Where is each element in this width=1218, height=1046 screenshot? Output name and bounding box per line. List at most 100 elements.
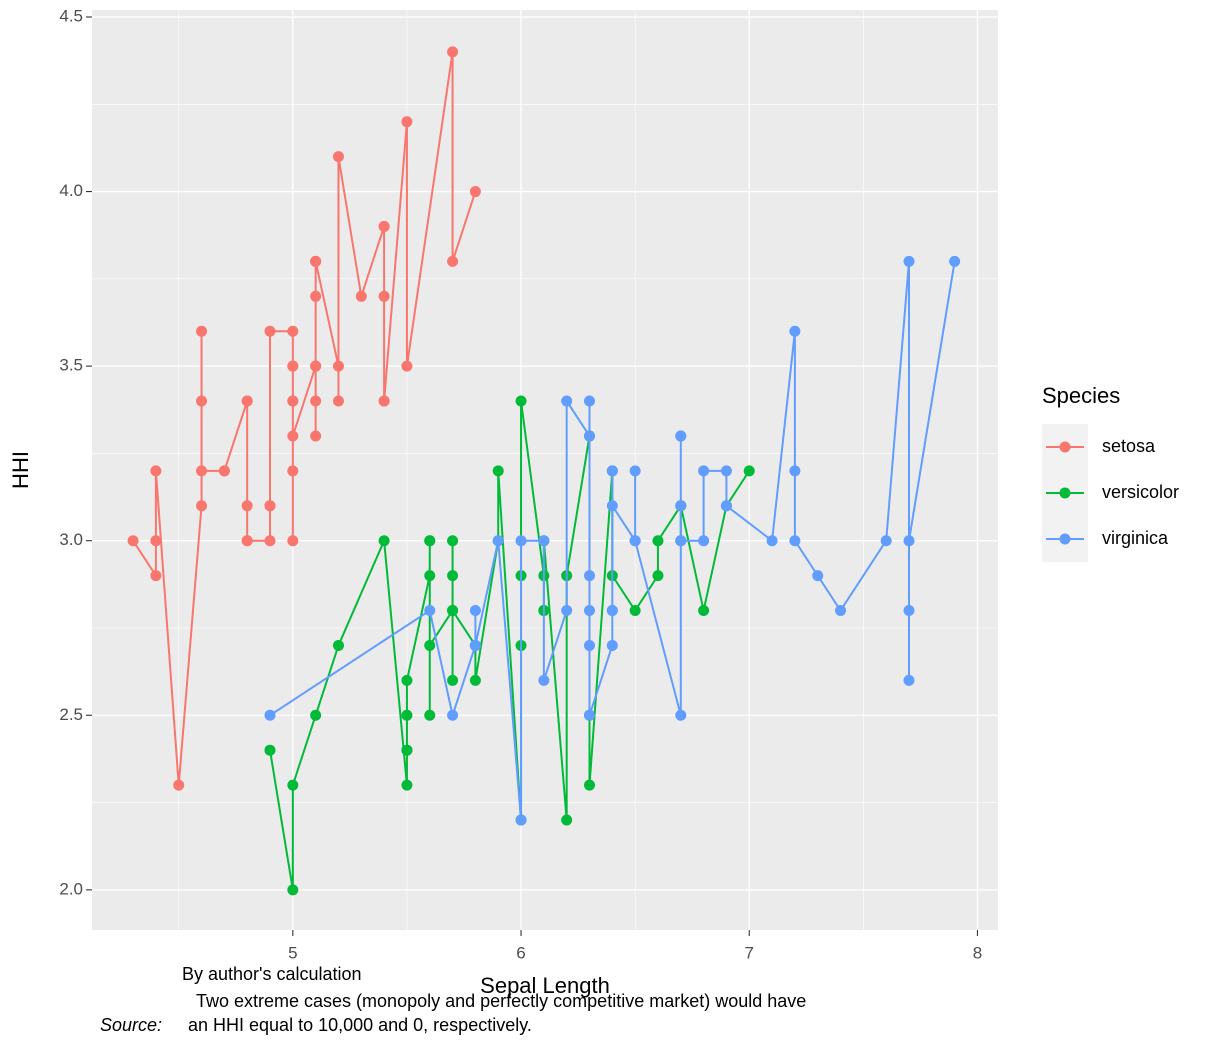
data-point: [903, 605, 915, 617]
data-point: [401, 744, 413, 756]
y-tick-label: 3.0: [59, 530, 83, 549]
data-point: [264, 744, 276, 756]
y-tick-label: 2.5: [59, 705, 83, 724]
data-point: [538, 535, 550, 547]
data-point: [675, 500, 687, 512]
data-point: [287, 535, 299, 547]
y-tick-label: 4.0: [59, 181, 83, 200]
data-point: [287, 395, 299, 407]
data-point: [264, 500, 276, 512]
y-tick-label: 2.0: [59, 879, 83, 898]
data-point: [903, 255, 915, 267]
data-point: [880, 535, 892, 547]
x-tick-label: 7: [745, 943, 754, 962]
data-point: [424, 605, 436, 617]
data-point: [424, 639, 436, 651]
data-point: [766, 535, 778, 547]
data-point: [789, 325, 801, 337]
legend-label: setosa: [1102, 436, 1156, 456]
x-tick-label: 6: [516, 943, 525, 962]
data-point: [492, 465, 504, 477]
caption-line: Two extreme cases (monopoly and perfectl…: [196, 991, 806, 1011]
legend-key-point: [1059, 441, 1071, 453]
data-point: [332, 360, 344, 372]
data-point: [675, 709, 687, 721]
data-point: [196, 325, 208, 337]
data-point: [378, 535, 390, 547]
data-point: [469, 674, 481, 686]
data-point: [606, 465, 618, 477]
data-point: [196, 500, 208, 512]
data-point: [355, 290, 367, 302]
data-point: [698, 605, 710, 617]
data-point: [287, 884, 299, 896]
data-point: [310, 255, 322, 267]
data-point: [150, 535, 162, 547]
data-point: [584, 639, 596, 651]
data-point: [469, 186, 481, 198]
data-point: [492, 535, 504, 547]
legend-title: Species: [1042, 383, 1120, 408]
data-point: [287, 430, 299, 442]
data-point: [606, 605, 618, 617]
data-point: [424, 709, 436, 721]
data-point: [720, 500, 732, 512]
data-point: [401, 116, 413, 128]
data-point: [561, 395, 573, 407]
panel: [92, 10, 998, 930]
data-point: [675, 430, 687, 442]
data-point: [241, 535, 253, 547]
data-point: [903, 674, 915, 686]
data-point: [241, 395, 253, 407]
data-point: [332, 395, 344, 407]
data-point: [652, 535, 664, 547]
data-point: [515, 395, 527, 407]
data-point: [264, 535, 276, 547]
data-point: [196, 465, 208, 477]
data-point: [584, 395, 596, 407]
data-point: [150, 570, 162, 582]
data-point: [789, 465, 801, 477]
y-tick-label: 4.5: [59, 6, 83, 25]
data-point: [310, 430, 322, 442]
data-point: [903, 535, 915, 547]
data-point: [218, 465, 230, 477]
caption-line: an HHI equal to 10,000 and 0, respective…: [188, 1015, 532, 1035]
data-point: [584, 779, 596, 791]
data-point: [447, 46, 459, 58]
data-point: [515, 814, 527, 826]
legend-label: virginica: [1102, 528, 1169, 548]
data-point: [378, 220, 390, 232]
x-tick-label: 8: [973, 943, 982, 962]
data-point: [675, 535, 687, 547]
data-point: [629, 465, 641, 477]
data-point: [447, 535, 459, 547]
data-point: [629, 535, 641, 547]
data-point: [196, 395, 208, 407]
data-point: [561, 814, 573, 826]
data-point: [652, 570, 664, 582]
data-point: [310, 395, 322, 407]
data-point: [789, 535, 801, 547]
data-point: [127, 535, 139, 547]
legend-key-point: [1059, 533, 1071, 545]
data-point: [287, 325, 299, 337]
data-point: [538, 674, 550, 686]
data-point: [584, 709, 596, 721]
data-point: [264, 709, 276, 721]
data-point: [720, 465, 732, 477]
data-point: [150, 465, 162, 477]
caption-label: Source:: [100, 1015, 162, 1035]
data-point: [264, 325, 276, 337]
data-point: [606, 500, 618, 512]
data-point: [606, 639, 618, 651]
data-point: [447, 709, 459, 721]
data-point: [287, 360, 299, 372]
data-point: [447, 605, 459, 617]
x-tick-label: 5: [288, 943, 297, 962]
data-point: [584, 605, 596, 617]
data-point: [698, 535, 710, 547]
data-point: [310, 709, 322, 721]
